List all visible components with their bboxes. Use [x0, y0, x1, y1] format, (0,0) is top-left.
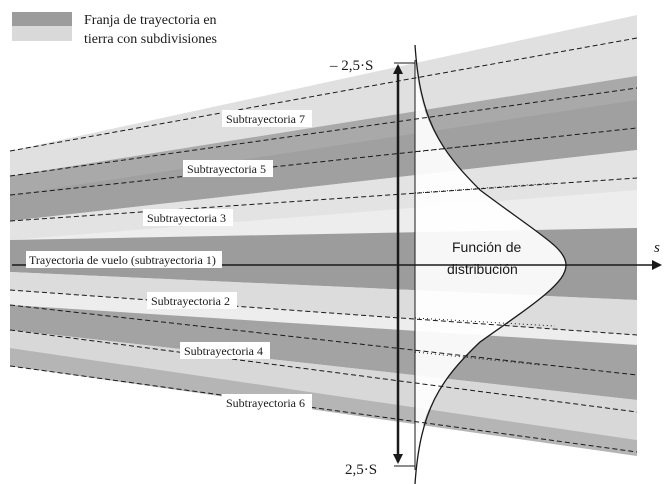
- legend-swatch-dark: [12, 12, 72, 26]
- sub4-label: Subtrayectoria 4: [184, 344, 263, 358]
- sub4-label-bg: [180, 342, 270, 359]
- line-sub4: [9, 304, 638, 376]
- line-sub7: [9, 87, 638, 177]
- distribution-label-line2: distribución: [447, 261, 518, 277]
- sub5-label: Subtrayectoria 5: [187, 162, 266, 176]
- line-sub6: [9, 329, 638, 413]
- band-sub3-top: [10, 100, 637, 221]
- dotted-sub5: [414, 137, 541, 153]
- bottom-limit-label: 2,5·S: [345, 462, 377, 478]
- subtrack-lines: [9, 37, 638, 453]
- s-axis-label: s: [654, 240, 660, 256]
- distribution-label-line1: Función de: [452, 239, 521, 255]
- line-sub5: [9, 127, 638, 196]
- band-sub4: [10, 305, 637, 400]
- sub7-label-bg: [222, 110, 312, 127]
- legend: Franja de trayectoria en tierra con subd…: [12, 12, 217, 47]
- line-sub2: [9, 289, 638, 336]
- legend-line2: tierra con subdivisiones: [84, 32, 217, 47]
- track-bands: [10, 15, 637, 456]
- sub3-label: Subtrayectoria 3: [147, 211, 226, 225]
- sub6-label: Subtrayectoria 6: [226, 396, 305, 410]
- line-bottom-edge: [9, 365, 638, 453]
- distribution-curve: [414, 44, 567, 484]
- line-sub3: [9, 177, 638, 222]
- band-top-outer: [10, 15, 637, 188]
- sub2-label-bg: [147, 292, 237, 309]
- sub1-label-bg: [26, 251, 222, 268]
- subtrack-labels: Subtrayectoria 7 Subtrayectoria 5 Subtra…: [26, 110, 312, 411]
- sub3-label-bg: [143, 209, 233, 226]
- legend-line1: Franja de trayectoria en: [84, 13, 217, 28]
- dotted-sub2: [414, 317, 556, 327]
- sub1-label: Trayectoria de vuelo (subtrayectoria 1): [29, 253, 216, 267]
- sub6-label-bg: [222, 394, 312, 411]
- legend-swatch-light: [12, 26, 72, 41]
- band-bottom: [10, 348, 637, 456]
- sub5-label-bg: [183, 160, 273, 177]
- top-limit-label: – 2,5·S: [329, 58, 373, 74]
- sub2-label: Subtrayectoria 2: [151, 294, 230, 308]
- dotted-sub4: [414, 351, 541, 366]
- band-sub6: [10, 330, 637, 440]
- line-top-edge: [9, 37, 638, 152]
- dotted-sub3: [414, 182, 556, 194]
- sub7-label: Subtrayectoria 7: [226, 112, 305, 126]
